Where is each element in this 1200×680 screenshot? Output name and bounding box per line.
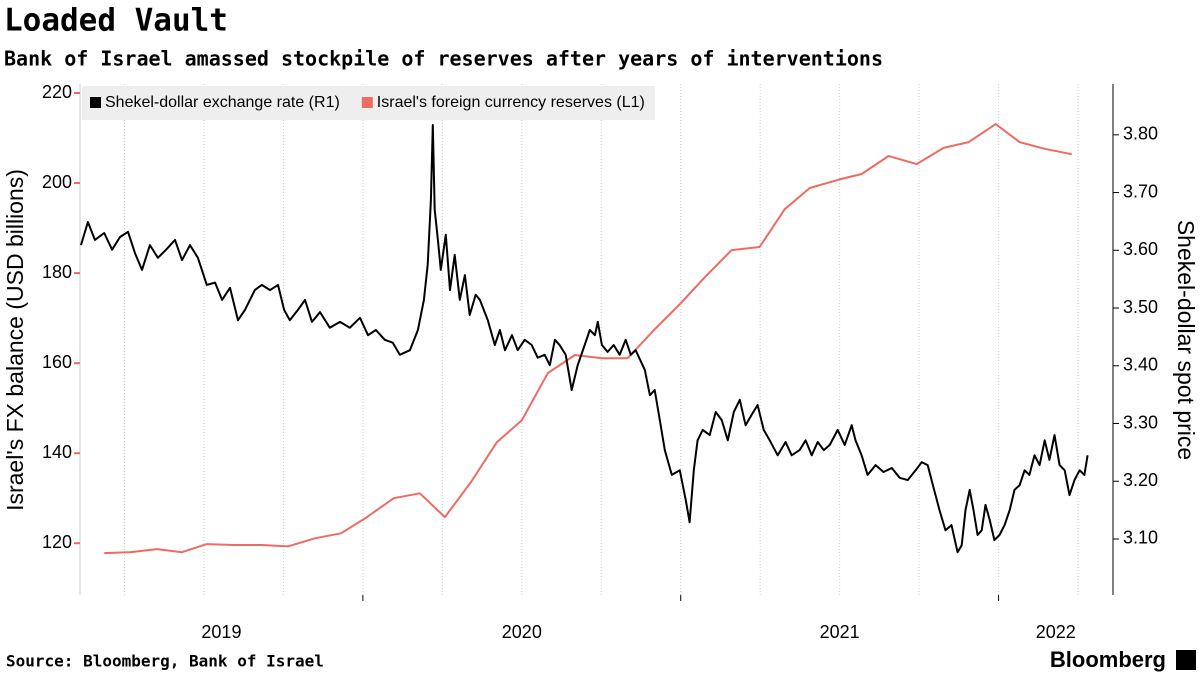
y2-tick-label: 3.20 — [1123, 470, 1158, 490]
y2-tick-label: 3.10 — [1123, 528, 1158, 548]
x-tick-label: 2022 — [1036, 622, 1076, 642]
series-line — [80, 124, 1089, 554]
y2-tick-label: 3.40 — [1123, 355, 1158, 375]
source: Source: Bloomberg, Bank of Israel — [6, 652, 324, 671]
x-tick-label: 2021 — [820, 622, 860, 642]
legend-label: Israel's foreign currency reserves (L1) — [377, 94, 645, 111]
series-line — [104, 123, 1072, 555]
y-tick-label: 120 — [42, 532, 72, 552]
y-tick-label: 220 — [42, 82, 72, 102]
y-tick-label: 180 — [42, 262, 72, 282]
legend-label: Shekel-dollar exchange rate (R1) — [105, 94, 340, 111]
chart-subtitle: Bank of Israel amassed stockpile of rese… — [4, 47, 883, 71]
legend-swatch — [361, 97, 373, 108]
chart-title: Loaded Vault — [4, 3, 228, 39]
y2-tick-label: 3.30 — [1123, 412, 1158, 432]
x-tick-label: 2020 — [502, 622, 542, 642]
logo-icon — [1176, 650, 1196, 670]
y2-tick-label: 3.50 — [1123, 297, 1158, 317]
x-tick-label: 2019 — [201, 622, 241, 642]
y-tick-label: 140 — [42, 442, 72, 462]
y2-tick-label: 3.80 — [1123, 124, 1158, 144]
y2-axis-title: Shekel-dollar spot price — [1173, 220, 1199, 460]
y-tick-label: 200 — [42, 172, 72, 192]
y2-tick-label: 3.60 — [1123, 239, 1158, 259]
y-axis-title: Israel's FX balance (USD billions) — [2, 169, 28, 511]
y-tick-label: 160 — [42, 352, 72, 372]
y2-tick-label: 3.70 — [1123, 181, 1158, 201]
logo: Bloomberg — [1050, 647, 1166, 672]
legend-swatch — [90, 97, 101, 108]
